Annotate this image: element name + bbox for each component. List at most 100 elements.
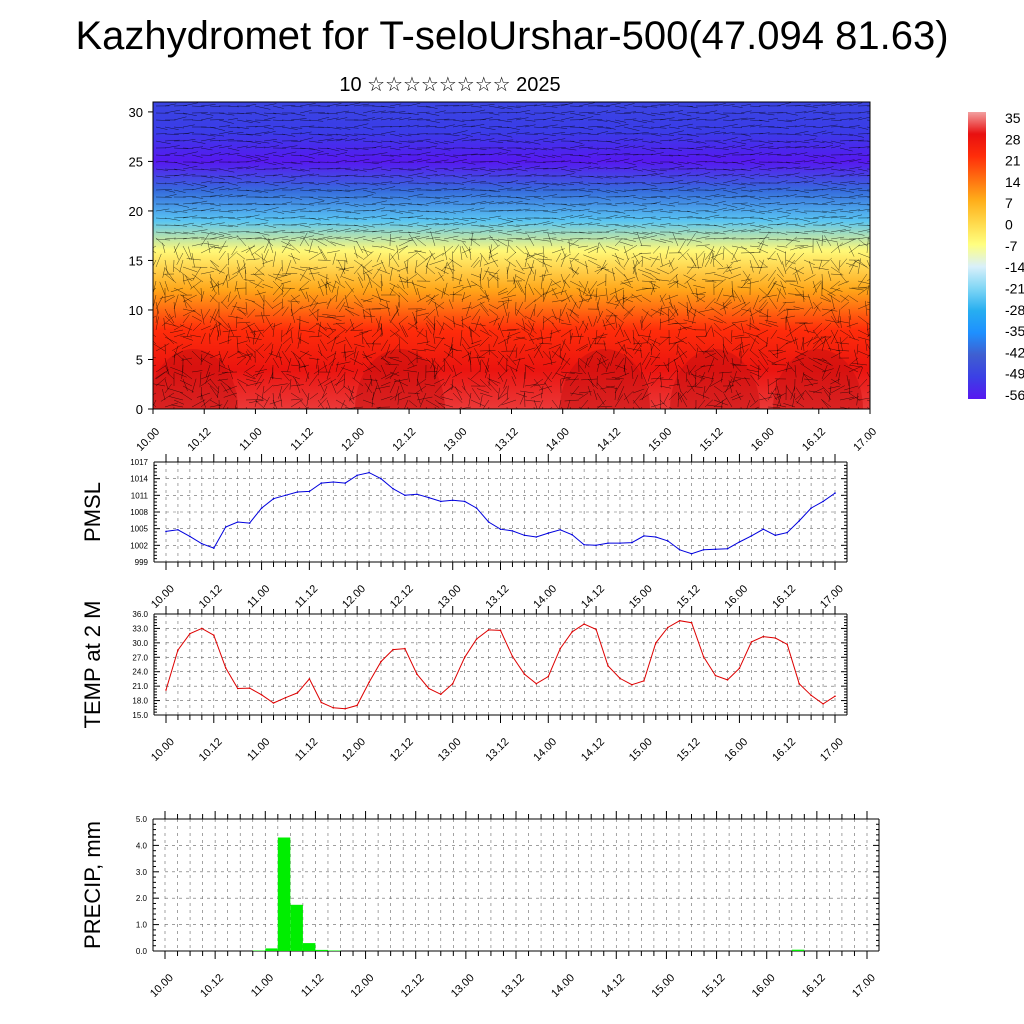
wind-barb (755, 329, 769, 337)
wind-barb (434, 217, 450, 221)
wind-barb (380, 238, 396, 242)
wind-barb (722, 179, 739, 184)
wind-barb (614, 380, 623, 394)
wind-barb (668, 308, 670, 324)
wind-barb (263, 151, 277, 156)
wind-barb (245, 133, 262, 136)
wind-barb (371, 145, 383, 149)
wind-barb (857, 146, 870, 149)
wind-barb (717, 266, 733, 270)
wind-barb (650, 377, 664, 380)
wind-barb (605, 140, 621, 145)
wind-barb (326, 329, 337, 338)
wind-barb (263, 249, 269, 261)
wind-barb (232, 305, 247, 310)
wind-barb (776, 161, 791, 164)
wind-barb (830, 215, 847, 219)
wind-barb (353, 236, 366, 240)
wind-barb (686, 187, 701, 191)
wind-barb (659, 203, 676, 207)
wind-barb (200, 203, 215, 205)
wind-barb (596, 131, 609, 135)
wind-barb (641, 105, 658, 108)
wind-barb (677, 216, 693, 219)
wind-barb (344, 352, 355, 359)
wind-barb (560, 238, 573, 241)
wind-barb (856, 343, 859, 355)
wind-barb (272, 301, 283, 309)
wind-barb (191, 146, 204, 149)
wind-barb (578, 294, 589, 303)
wind-barb (236, 336, 239, 353)
wind-barb (404, 273, 418, 284)
wind-barb (506, 224, 520, 228)
wind-barb (596, 175, 612, 179)
wind-barb (191, 229, 208, 233)
wind-barb (398, 245, 408, 254)
wind-barb (326, 161, 340, 164)
wind-barb (515, 217, 531, 220)
wind-barb (542, 203, 555, 205)
wind-barb (398, 196, 411, 200)
wind-barb (272, 194, 286, 198)
wind-barb (416, 111, 430, 114)
wind-barb (548, 343, 562, 350)
wind-barb (407, 215, 424, 219)
wind-barb (254, 181, 266, 184)
wind-barb (808, 357, 823, 366)
wind-barb (222, 329, 238, 333)
wind-barb (497, 387, 500, 401)
wind-barb (236, 321, 251, 324)
wind-barb (306, 392, 310, 407)
wind-barb (830, 103, 842, 107)
wind-barb (155, 154, 170, 156)
wind-barb (380, 395, 393, 401)
wind-barb (375, 288, 382, 303)
wind-barb (281, 245, 295, 251)
wind-barb (731, 309, 742, 317)
wind-barb (506, 331, 521, 338)
precip-bar (791, 949, 805, 951)
wind-barb (353, 294, 363, 307)
wind-barb (398, 239, 413, 247)
wind-barb (217, 385, 220, 398)
wind-barb (362, 168, 374, 170)
x-tick-label: 15.12 (675, 583, 703, 611)
wind-barb (268, 274, 283, 282)
wind-barb (533, 383, 547, 387)
wind-barb (209, 194, 223, 198)
wind-barb (207, 382, 220, 394)
cross-x-tick-label: 15.00 (646, 426, 674, 454)
wind-barb (641, 161, 655, 166)
wind-barb (287, 357, 292, 372)
wind-barb (341, 367, 355, 373)
wind-barb (558, 355, 571, 366)
wind-barb (335, 133, 349, 137)
wind-barb (575, 259, 589, 268)
wind-barb (704, 104, 718, 107)
wind-barb (614, 210, 626, 214)
wind-barb (173, 399, 185, 405)
wind-barb (803, 110, 816, 114)
wind-barb (587, 287, 592, 300)
warm-cell (670, 349, 760, 409)
data-point (810, 694, 812, 697)
wind-barb (326, 200, 340, 205)
data-point (213, 547, 215, 549)
wind-barb (711, 326, 715, 338)
wind-barb (461, 133, 473, 137)
wind-barb (448, 299, 454, 310)
wind-barb (830, 294, 835, 310)
wind-barb (173, 332, 186, 338)
wind-barb (808, 390, 823, 394)
wind-barb (821, 210, 837, 214)
wind-barb (398, 322, 407, 338)
wind-barb (785, 385, 796, 399)
wind-barb (641, 371, 649, 387)
wind-barb (390, 254, 400, 268)
wind-barb (461, 119, 475, 121)
wind-barb (848, 336, 860, 341)
wind-barb (683, 274, 697, 282)
wind-barb (605, 312, 614, 324)
wind-barb (650, 224, 666, 228)
